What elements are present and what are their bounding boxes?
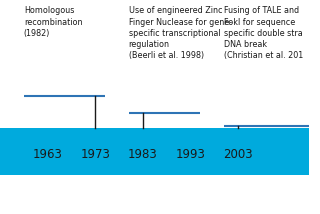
- Text: 2003: 2003: [223, 148, 253, 161]
- Text: Use of engineered Zinc
Finger Nuclease for gene-
specific transcriptional
regula: Use of engineered Zinc Finger Nuclease f…: [129, 6, 232, 60]
- Text: Homologous
recombination
(1982): Homologous recombination (1982): [24, 6, 82, 38]
- Text: 1963: 1963: [33, 148, 62, 161]
- Text: 1983: 1983: [128, 148, 158, 161]
- FancyBboxPatch shape: [0, 128, 309, 175]
- Text: Fusing of TALE and
FokI for sequence
specific double stra
DNA break
(Christian e: Fusing of TALE and FokI for sequence spe…: [224, 6, 303, 60]
- Text: 1993: 1993: [175, 148, 205, 161]
- Text: 1973: 1973: [80, 148, 110, 161]
